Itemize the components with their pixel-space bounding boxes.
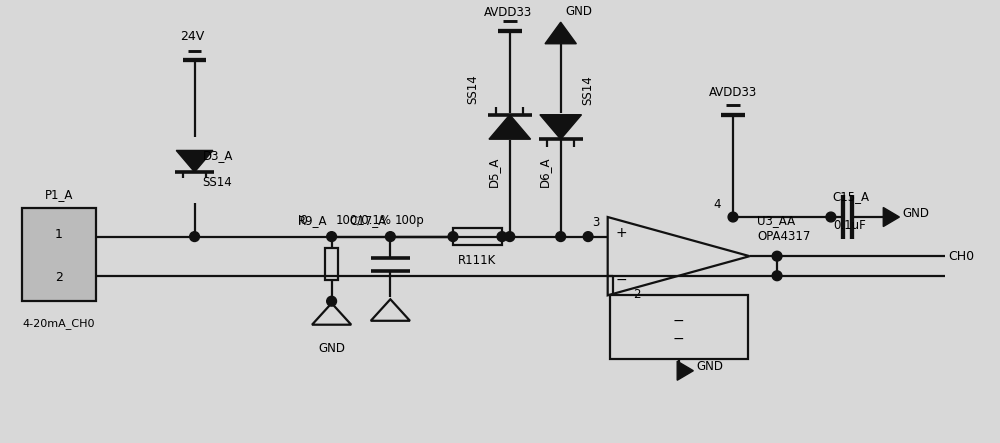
Text: GND: GND [696,360,723,373]
Polygon shape [540,115,581,139]
Circle shape [497,232,507,241]
Text: 1: 1 [55,228,63,241]
Circle shape [385,232,395,241]
Text: GND: GND [902,206,929,220]
Bar [453,228,502,245]
Text: D6_A: D6_A [538,157,551,187]
Text: P1_A: P1_A [45,188,73,202]
Polygon shape [176,151,213,172]
Text: 100p: 100p [394,214,424,227]
Text: AVDD33: AVDD33 [484,6,532,19]
Text: 2: 2 [55,271,63,284]
Bar [325,249,338,280]
Text: OPA4317: OPA4317 [757,230,811,244]
Text: CH0: CH0 [948,250,974,263]
Text: I0: I0 [298,214,309,227]
Text: +: + [616,225,627,240]
Text: 100/0.1%: 100/0.1% [336,214,392,227]
Text: D5_A: D5_A [487,157,500,187]
Text: AVDD33: AVDD33 [709,85,757,98]
Text: C15_A: C15_A [833,190,870,203]
Text: 4-20mA_CH0: 4-20mA_CH0 [23,318,95,329]
Text: U3_AA: U3_AA [757,214,796,227]
Circle shape [583,232,593,241]
Text: 0.1uF: 0.1uF [833,219,866,232]
Circle shape [728,212,738,222]
Bar [22,208,96,301]
Text: SS14: SS14 [202,176,232,189]
Text: D3_A: D3_A [202,149,233,162]
Text: −: − [616,273,627,287]
Circle shape [772,271,782,281]
Text: GND: GND [318,342,345,355]
Circle shape [505,232,515,241]
Polygon shape [677,361,693,380]
Bar [610,295,748,359]
Text: 2: 2 [633,288,641,300]
Polygon shape [545,22,576,44]
Text: C17_A: C17_A [349,214,386,227]
Text: SS14: SS14 [466,74,479,104]
Text: R9_A: R9_A [298,214,328,227]
Circle shape [327,232,337,241]
Text: −: − [673,314,684,328]
Polygon shape [883,207,899,226]
Text: 24V: 24V [180,30,205,43]
Circle shape [772,251,782,261]
Circle shape [826,212,836,222]
Text: 3: 3 [592,216,599,229]
Text: GND: GND [566,5,593,18]
Text: SS14: SS14 [582,75,595,105]
Circle shape [327,296,337,306]
Text: 4: 4 [714,198,721,211]
Polygon shape [489,115,531,139]
Circle shape [190,232,199,241]
Circle shape [448,232,458,241]
Text: R111Κ: R111Κ [458,254,497,267]
Circle shape [556,232,566,241]
Text: −: − [673,332,684,346]
